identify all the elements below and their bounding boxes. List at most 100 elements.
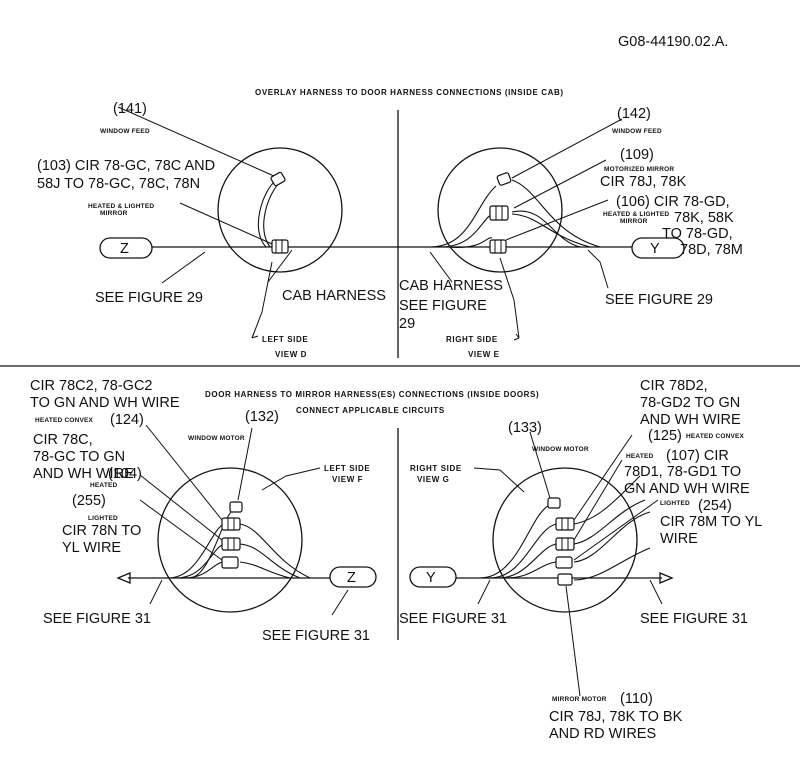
callout-103: (103) CIR 78-GC, 78C AND xyxy=(37,158,215,174)
svg-text:78D, 78M: 78D, 78M xyxy=(680,242,743,258)
callout-106: (106) CIR 78-GD, xyxy=(616,194,730,210)
callout-104: (104) xyxy=(108,466,142,482)
svg-text:LEFT SIDE: LEFT SIDE xyxy=(262,335,308,344)
view-g-right-side: Y RIGHT SIDE VIEW G (133) WINDOW MOTOR C… xyxy=(399,378,762,742)
see-figure-29-left: SEE FIGURE 29 xyxy=(95,290,203,306)
svg-text:AND WH WIRE: AND WH WIRE xyxy=(33,466,134,482)
svg-text:78-GC TO GN: 78-GC TO GN xyxy=(33,449,125,465)
view-e-right-side: Y (142) WINDOW FEED (109) MOTORIZED MIRR… xyxy=(398,106,743,359)
svg-text:MOTORIZED MIRROR: MOTORIZED MIRROR xyxy=(604,166,674,173)
marker-z-bottom xyxy=(329,566,377,588)
svg-text:HEATED: HEATED xyxy=(626,453,654,460)
svg-text:Y: Y xyxy=(426,570,436,586)
view-f-circle xyxy=(157,467,303,613)
callout-133: (133) xyxy=(508,420,542,436)
callout-132: (132) xyxy=(245,409,279,425)
callout-254: (254) xyxy=(698,498,732,514)
svg-text:WINDOW MOTOR: WINDOW MOTOR xyxy=(188,435,245,442)
connector-142 xyxy=(496,172,512,186)
cab-harness-right: CAB HARNESS xyxy=(399,278,503,294)
svg-text:TO GN AND WH WIRE: TO GN AND WH WIRE xyxy=(30,395,180,411)
see-figure-29-right: SEE FIGURE 29 xyxy=(605,292,713,308)
callout-141: (141) xyxy=(113,101,147,117)
svg-text:58J TO 78-GC, 78C, 78N: 58J TO 78-GC, 78C, 78N xyxy=(37,176,200,192)
svg-text:CIR 78J, 78K: CIR 78J, 78K xyxy=(600,174,687,190)
connector-104 xyxy=(221,537,241,551)
svg-text:AND WH WIRE: AND WH WIRE xyxy=(640,412,741,428)
svg-text:78K, 58K: 78K, 58K xyxy=(674,210,734,226)
see-figure-31-right-a: SEE FIGURE 31 xyxy=(399,611,507,627)
svg-text:LIGHTED: LIGHTED xyxy=(660,500,690,507)
connector-141 xyxy=(270,171,286,187)
callout-125: (125) xyxy=(648,428,682,444)
view-d-left-side: Z (141) WINDOW FEED (103) CIR 78-GC, 78C… xyxy=(37,101,398,359)
marker-z-top xyxy=(99,237,153,259)
svg-text:CIR 78M TO YL: CIR 78M TO YL xyxy=(660,514,762,530)
connector-124 xyxy=(221,517,241,531)
view-e-circle xyxy=(437,147,563,273)
svg-text:WIRE: WIRE xyxy=(660,531,698,547)
callout-109: (109) xyxy=(620,147,654,163)
connector-106 xyxy=(489,239,507,254)
see-figure-29-mid: SEE FIGURE xyxy=(399,298,487,314)
connector-132 xyxy=(229,501,243,513)
svg-text:MIRROR: MIRROR xyxy=(620,218,648,225)
svg-text:LIGHTED: LIGHTED xyxy=(88,515,118,522)
svg-text:Z: Z xyxy=(120,241,129,257)
callout-107: (107) CIR xyxy=(666,448,729,464)
bottom-section-title: DOOR HARNESS TO MIRROR HARNESS(ES) CONNE… xyxy=(205,390,539,399)
svg-text:CIR 78N TO: CIR 78N TO xyxy=(62,523,141,539)
svg-text:HEATED & LIGHTED: HEATED & LIGHTED xyxy=(603,211,669,218)
connector-255 xyxy=(221,556,239,569)
view-d-circle xyxy=(217,147,343,273)
svg-text:WINDOW MOTOR: WINDOW MOTOR xyxy=(532,446,589,453)
svg-text:78D1, 78-GD1 TO: 78D1, 78-GD1 TO xyxy=(624,464,741,480)
callout-110: (110) xyxy=(620,691,653,707)
cab-harness-left: CAB HARNESS xyxy=(282,288,386,304)
svg-text:CIR 78J, 78K TO BK: CIR 78J, 78K TO BK xyxy=(549,709,683,725)
connector-133 xyxy=(547,497,561,509)
svg-text:HEATED: HEATED xyxy=(90,482,118,489)
svg-text:WINDOW FEED: WINDOW FEED xyxy=(100,128,150,135)
svg-text:MIRROR: MIRROR xyxy=(100,210,128,217)
svg-text:VIEW E: VIEW E xyxy=(468,350,500,359)
svg-text:MIRROR MOTOR: MIRROR MOTOR xyxy=(552,696,607,703)
callout-124: (124) xyxy=(110,412,144,428)
top-section-title: OVERLAY HARNESS TO DOOR HARNESS CONNECTI… xyxy=(255,88,564,97)
svg-text:Y: Y xyxy=(650,241,660,257)
cir-78d2: CIR 78D2, xyxy=(640,378,708,394)
svg-text:YL WIRE: YL WIRE xyxy=(62,540,121,556)
svg-text:VIEW D: VIEW D xyxy=(275,350,307,359)
svg-text:VIEW F: VIEW F xyxy=(332,475,363,484)
marker-y-top xyxy=(631,237,685,259)
svg-text:VIEW G: VIEW G xyxy=(417,475,450,484)
view-f-left-side: Z CIR 78C2, 78-GC2 TO GN AND WH WIRE HEA… xyxy=(30,378,377,644)
svg-text:29: 29 xyxy=(399,316,415,332)
svg-text:RIGHT SIDE: RIGHT SIDE xyxy=(410,464,462,473)
svg-text:HEATED CONVEX: HEATED CONVEX xyxy=(686,433,745,440)
connector-110 xyxy=(557,573,573,586)
bottom-section-subtitle: CONNECT APPLICABLE CIRCUITS xyxy=(296,406,445,415)
svg-text:GN AND WH WIRE: GN AND WH WIRE xyxy=(624,481,750,497)
see-figure-31-left-b: SEE FIGURE 31 xyxy=(262,628,370,644)
connector-109 xyxy=(489,205,509,221)
svg-text:Z: Z xyxy=(347,570,356,586)
cir-78c2: CIR 78C2, 78-GC2 xyxy=(30,378,153,394)
marker-y-bottom xyxy=(409,566,457,588)
view-g-circle xyxy=(492,467,638,613)
svg-text:HEATED & LIGHTED: HEATED & LIGHTED xyxy=(88,203,154,210)
see-figure-31-left-a: SEE FIGURE 31 xyxy=(43,611,151,627)
svg-text:LEFT SIDE: LEFT SIDE xyxy=(324,464,370,473)
connector-125 xyxy=(555,517,575,531)
svg-text:WINDOW FEED: WINDOW FEED xyxy=(612,128,662,135)
svg-text:AND RD WIRES: AND RD WIRES xyxy=(549,726,656,742)
svg-text:HEATED CONVEX: HEATED CONVEX xyxy=(35,417,94,424)
svg-text:TO 78-GD,: TO 78-GD, xyxy=(662,226,733,242)
see-figure-31-right-b: SEE FIGURE 31 xyxy=(640,611,748,627)
svg-text:CIR 78C,: CIR 78C, xyxy=(33,432,93,448)
svg-text:RIGHT SIDE: RIGHT SIDE xyxy=(446,335,498,344)
connector-107 xyxy=(555,537,575,551)
callout-142: (142) xyxy=(617,106,651,122)
svg-text:78-GD2 TO GN: 78-GD2 TO GN xyxy=(640,395,740,411)
